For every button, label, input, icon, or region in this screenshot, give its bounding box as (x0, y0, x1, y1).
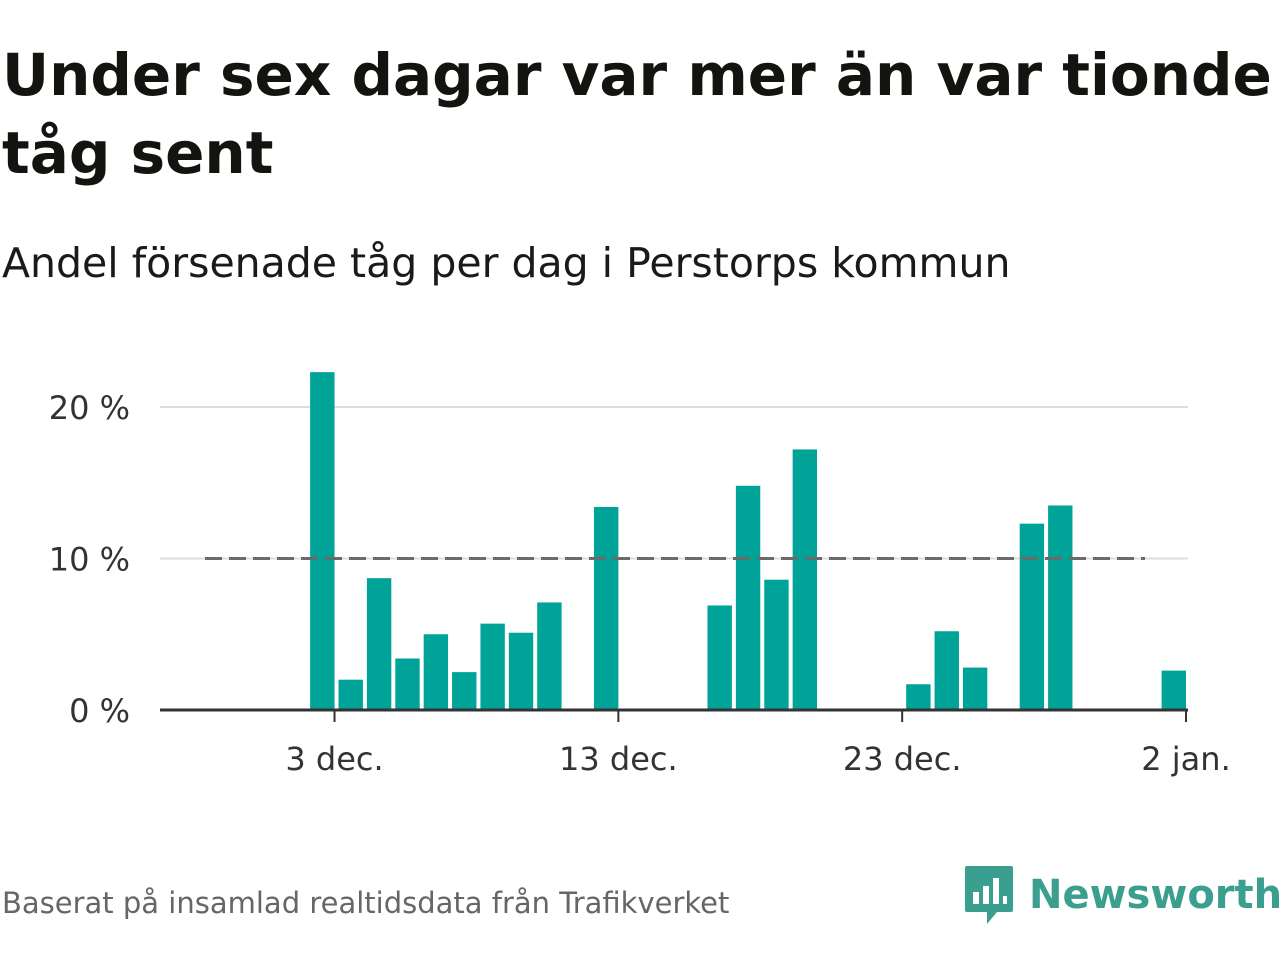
x-tick-label: 3 dec. (285, 740, 383, 778)
y-tick-label: 0 % (69, 692, 130, 730)
y-tick-label: 10 % (49, 541, 130, 579)
bar (1019, 523, 1045, 710)
bar (310, 372, 335, 710)
bars (310, 372, 1186, 710)
bar (423, 634, 449, 710)
x-axis: 3 dec. 13 dec. 23 dec. 2 jan. (160, 708, 1231, 778)
bar (338, 679, 363, 710)
chart-title: Under sex dagar var mer än var tionde tå… (2, 41, 1272, 187)
bar (962, 667, 988, 710)
bar (906, 684, 931, 710)
bar (395, 658, 420, 710)
x-tick-label: 13 dec. (559, 740, 678, 778)
brand-name: Newsworthy (1029, 872, 1280, 918)
chart-subtitle: Andel försenade tåg per dag i Perstorps … (2, 239, 1011, 287)
bar (593, 506, 619, 710)
bar (707, 605, 732, 710)
bar (480, 623, 505, 710)
bar (366, 578, 392, 710)
x-tick-label: 2 jan. (1141, 740, 1230, 778)
bar (508, 632, 534, 710)
y-tick-label: 20 % (49, 389, 130, 427)
brand-logo: Newsworthy (963, 862, 1280, 928)
source-note: Baserat på insamlad realtidsdata från Tr… (2, 886, 730, 920)
bar (537, 602, 562, 710)
x-tick-label: 23 dec. (843, 740, 962, 778)
y-axis-labels: 0 % 10 % 20 % (49, 389, 130, 730)
bar (934, 631, 959, 710)
bar (735, 485, 761, 710)
bar (452, 672, 477, 710)
bar (1161, 670, 1186, 710)
newsworthy-logo-icon (965, 866, 1013, 924)
bar (792, 449, 818, 710)
bar (1048, 505, 1073, 710)
bar (764, 579, 789, 710)
